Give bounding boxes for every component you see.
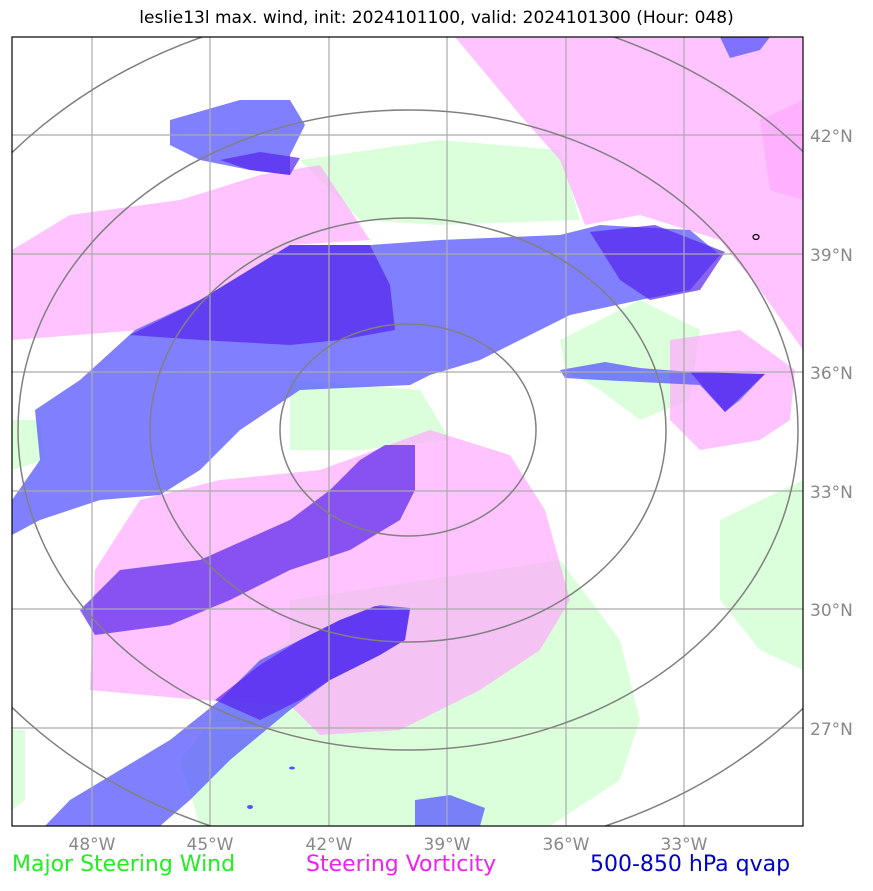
qvap-band-main xyxy=(12,225,720,535)
lat-label-27n: 27°N xyxy=(810,720,853,740)
lon-label-48w: 48°W xyxy=(69,835,116,855)
lon-label-45w: 45°W xyxy=(187,835,234,855)
vorticity-region-northeast xyxy=(455,37,803,350)
ring-middle xyxy=(149,217,667,643)
steering-wind-region-west xyxy=(12,420,45,470)
latitude-labels: 42°N 39°N 36°N 33°N 30°N 27°N xyxy=(810,127,853,740)
qvap-core-north xyxy=(220,152,300,175)
distance-rings xyxy=(12,37,803,826)
steering-wind-region-north xyxy=(300,140,580,225)
map-frame xyxy=(11,36,804,827)
qvap-speck xyxy=(289,766,295,770)
steering-wind-region-southwest xyxy=(12,730,25,810)
longitude-labels: 48°W 45°W 42°W 39°W 36°W 33°W xyxy=(69,835,708,855)
ring-inner xyxy=(279,323,537,537)
steering-wind-region-center xyxy=(290,380,450,450)
qvap-speck xyxy=(247,805,253,809)
lat-label-33n: 33°N xyxy=(810,483,853,503)
map-title: leslie13l max. wind, init: 2024101100, v… xyxy=(139,8,734,28)
lat-label-36n: 36°N xyxy=(810,364,853,384)
map-gridlines xyxy=(12,37,803,826)
steering-wind-region-southeast xyxy=(720,480,803,670)
legend-qvap: 500-850 hPa qvap xyxy=(590,852,791,877)
legend-steering-wind: Major Steering Wind xyxy=(12,852,236,877)
qvap-core-south xyxy=(215,606,410,720)
steering-wind-region-east xyxy=(560,300,700,420)
lon-label-39w: 39°W xyxy=(424,835,471,855)
lon-label-42w: 42°W xyxy=(306,835,353,855)
lat-label-42n: 42°N xyxy=(810,127,853,147)
lon-label-33w: 33°W xyxy=(661,835,708,855)
island-marks xyxy=(247,233,760,809)
map-plot-area xyxy=(12,37,803,826)
qvap-core-center xyxy=(80,445,415,635)
vorticity-region-west xyxy=(12,165,370,340)
qvap-blob-southeast xyxy=(415,795,485,826)
lat-label-39n: 39°N xyxy=(810,246,853,266)
qvap-core-northeast xyxy=(590,225,725,300)
qvap-blob-top xyxy=(720,37,770,58)
lat-label-30n: 30°N xyxy=(810,601,853,621)
ring-outer xyxy=(17,109,799,751)
island-mark xyxy=(752,233,760,241)
vorticity-region-eastedge xyxy=(760,100,803,200)
lon-label-36w: 36°W xyxy=(543,835,590,855)
qvap-core-east xyxy=(690,372,765,412)
legend-steering-vorticity: Steering Vorticity xyxy=(306,852,497,877)
